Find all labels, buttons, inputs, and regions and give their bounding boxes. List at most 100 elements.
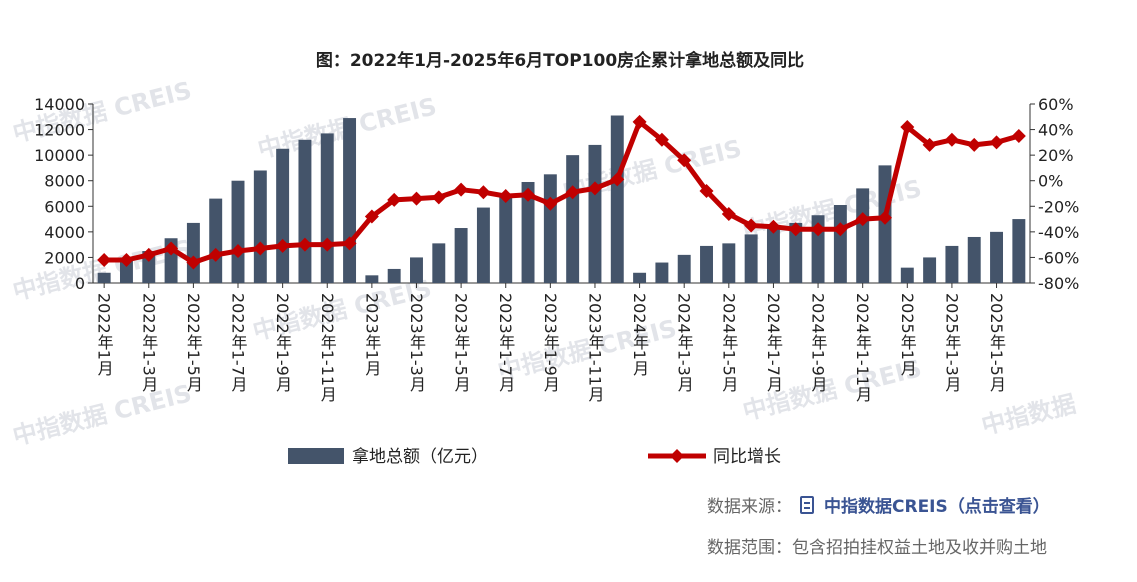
x-tick-label: 2024年1-9月 bbox=[809, 293, 828, 393]
line-point bbox=[699, 183, 714, 198]
data-source-label: 数据来源： bbox=[707, 497, 792, 517]
line-point bbox=[833, 222, 848, 237]
x-tick-label: 2024年1-3月 bbox=[675, 293, 694, 393]
bar bbox=[186, 222, 200, 283]
line-point bbox=[208, 247, 223, 262]
line-point bbox=[119, 252, 134, 267]
bar bbox=[655, 262, 669, 283]
data-source-link[interactable]: 中指数据CREIS（点击查看） bbox=[824, 497, 1050, 517]
line-point bbox=[744, 218, 759, 233]
bar bbox=[967, 236, 981, 283]
line-point bbox=[498, 189, 513, 204]
line-point bbox=[97, 252, 112, 267]
bar bbox=[722, 243, 736, 283]
x-tick-label: 2024年1月 bbox=[630, 293, 649, 377]
bar bbox=[454, 228, 468, 283]
line-point bbox=[989, 135, 1004, 150]
data-source: 数据来源： 中指数据CREIS（点击查看） bbox=[707, 492, 1050, 517]
x-tick-label: 2025年1-3月 bbox=[942, 293, 961, 393]
x-tick-label: 2022年1-11月 bbox=[318, 293, 337, 403]
y-right-tick-label: -60% bbox=[1038, 248, 1079, 267]
x-tick-label: 2022年1月 bbox=[95, 293, 114, 377]
line-point bbox=[164, 241, 179, 256]
x-tick-label: 2025年1-5月 bbox=[987, 293, 1006, 393]
bar bbox=[833, 205, 847, 283]
line-point bbox=[877, 210, 892, 225]
x-tick-label: 2023年1月 bbox=[362, 293, 381, 377]
legend-line-marker bbox=[670, 449, 684, 463]
line-point bbox=[1011, 128, 1026, 143]
x-tick-label: 2025年1月 bbox=[898, 293, 917, 377]
data-scope: 数据范围：包含招拍挂权益土地及收并购土地 bbox=[707, 538, 1047, 558]
y-right-tick-label: -40% bbox=[1038, 223, 1079, 242]
line-point bbox=[587, 181, 602, 196]
line-point bbox=[967, 137, 982, 152]
y-left-tick-label: 6000 bbox=[44, 197, 85, 216]
legend-line-label: 同比增长 bbox=[713, 447, 781, 467]
legend-bar-swatch bbox=[288, 448, 344, 464]
bar bbox=[499, 196, 513, 283]
bar bbox=[543, 174, 557, 283]
bar bbox=[276, 148, 290, 283]
bar bbox=[432, 243, 446, 283]
bar bbox=[990, 231, 1004, 283]
line-point bbox=[253, 241, 268, 256]
y-left-tick-label: 2000 bbox=[44, 248, 85, 267]
bar bbox=[900, 267, 914, 283]
bar bbox=[856, 188, 870, 283]
line-point bbox=[788, 222, 803, 237]
y-left-tick-label: 8000 bbox=[44, 172, 85, 191]
line-point bbox=[811, 222, 826, 237]
bar bbox=[298, 139, 312, 283]
line-point bbox=[610, 172, 625, 187]
bar bbox=[566, 155, 580, 283]
bar bbox=[700, 245, 713, 283]
bar bbox=[677, 254, 691, 283]
y-right-tick-label: -80% bbox=[1038, 274, 1079, 293]
legend-bar-label: 拿地总额（亿元） bbox=[352, 446, 488, 467]
bar bbox=[387, 268, 401, 283]
line-point bbox=[476, 185, 491, 200]
y-left-tick-label: 14000 bbox=[34, 95, 85, 114]
x-tick-label: 2024年1-11月 bbox=[853, 293, 872, 403]
line-point bbox=[543, 196, 558, 211]
line-point bbox=[342, 236, 357, 251]
x-tick-label: 2023年1-3月 bbox=[407, 293, 426, 393]
line-point bbox=[766, 219, 781, 234]
bar bbox=[142, 251, 156, 283]
line-point bbox=[231, 244, 246, 259]
x-tick-label: 2023年1-9月 bbox=[541, 293, 560, 393]
y-left-tick-label: 10000 bbox=[34, 146, 85, 165]
x-tick-label: 2023年1-5月 bbox=[452, 293, 471, 393]
line-point bbox=[855, 212, 870, 227]
x-tick-label: 2024年1-5月 bbox=[719, 293, 738, 393]
line-point bbox=[364, 209, 379, 224]
line-point bbox=[944, 132, 959, 147]
chart-title: 图：2022年1月-2025年6月TOP100房企累计拿地总额及同比 bbox=[316, 50, 804, 71]
line-point bbox=[632, 114, 647, 129]
line-point bbox=[320, 237, 335, 252]
x-tick-label: 2022年1-3月 bbox=[139, 293, 158, 393]
bar bbox=[766, 228, 780, 283]
line-point bbox=[141, 247, 156, 262]
bar bbox=[253, 170, 267, 283]
x-tick-label: 2023年1-7月 bbox=[496, 293, 515, 393]
y-right-tick-label: 0% bbox=[1038, 172, 1063, 191]
bar bbox=[476, 207, 490, 283]
line-point bbox=[922, 137, 937, 152]
bar bbox=[209, 198, 223, 283]
bar bbox=[231, 180, 245, 283]
line-point bbox=[677, 153, 692, 168]
line-point bbox=[721, 206, 736, 221]
y-left-tick-label: 0 bbox=[75, 274, 85, 293]
x-tick-label: 2022年1-7月 bbox=[229, 293, 248, 393]
x-tick-label: 2022年1-9月 bbox=[273, 293, 292, 393]
bar bbox=[97, 272, 111, 283]
y-left-tick-label: 4000 bbox=[44, 223, 85, 242]
bar bbox=[610, 115, 624, 283]
y-left-tick-label: 12000 bbox=[34, 121, 85, 140]
bar bbox=[744, 234, 758, 283]
x-tick-label: 2024年1-7月 bbox=[764, 293, 783, 393]
document-icon bbox=[800, 495, 814, 514]
bar bbox=[521, 181, 535, 283]
